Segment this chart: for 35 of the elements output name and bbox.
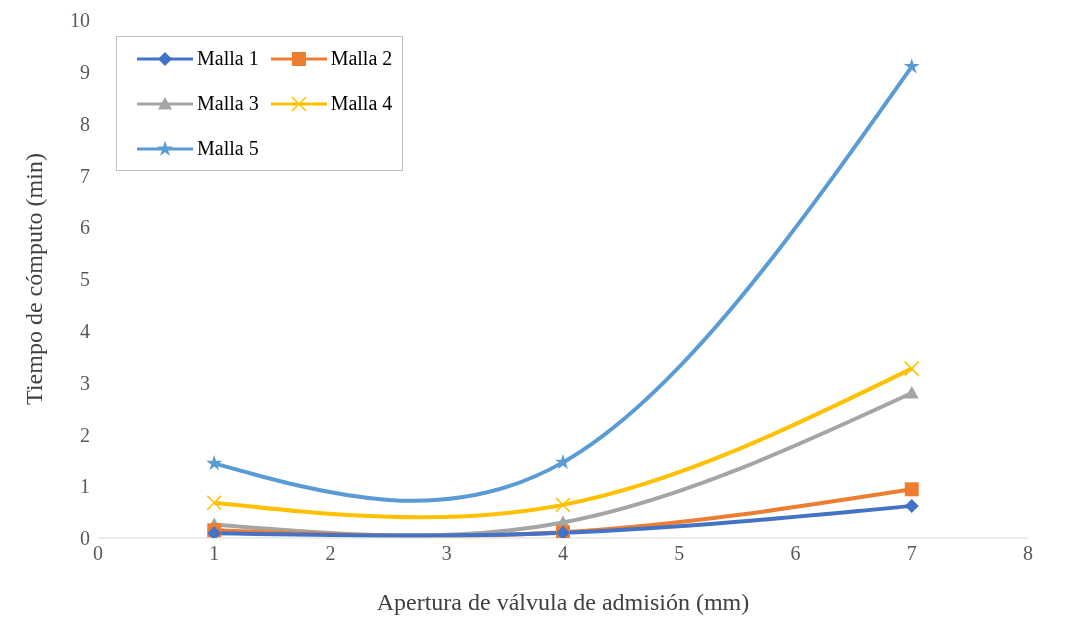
x-axis-title: Apertura de válvula de admisión (mm) [376,589,750,616]
legend-label: Malla 2 [330,47,393,70]
y-tick-label: 9 [80,60,90,83]
x-tick-label: 2 [325,542,336,565]
point [904,360,920,377]
y-tick-label: 5 [80,268,90,291]
x-tick-label: 5 [674,542,685,565]
y-tick-label: 1 [80,475,90,498]
x-tick-label: 1 [209,542,220,565]
y-tick-label: 0 [80,527,90,550]
y-tick-label: 6 [80,216,90,239]
point [904,498,919,513]
x-tick-label: 6 [790,542,801,565]
x-tick-label: 8 [1023,542,1033,565]
legend-label: Malla 1 [197,47,259,70]
legend-label: Malla 3 [197,92,259,115]
legend-label: Malla 5 [197,137,259,160]
y-tick-label: 2 [80,423,90,446]
y-tick-label: 7 [80,164,90,187]
point [206,455,223,471]
point [904,385,919,399]
x-tick-label: 3 [441,542,452,565]
point [555,453,571,470]
y-tick-label: 10 [70,9,90,32]
y-axis-title: Tiempo de cómputo (min) [20,153,47,405]
y-tick-label: 4 [80,319,90,342]
x-tick-label: 4 [558,542,568,565]
y-tick-label: 3 [80,371,90,394]
point [206,495,222,511]
point [904,482,919,497]
point [903,58,920,74]
y-tick-label: 8 [80,112,90,135]
point [555,497,571,513]
legend-label: Malla 4 [330,92,393,115]
x-tick-label: 7 [906,542,917,565]
